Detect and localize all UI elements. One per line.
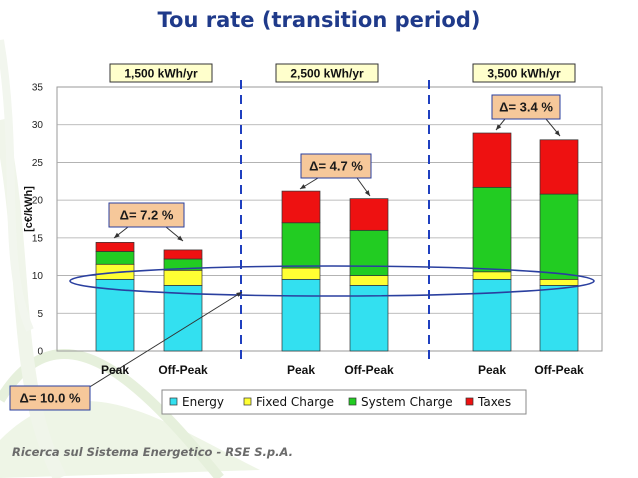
legend-label: Energy bbox=[182, 395, 224, 409]
annotation-arrowhead bbox=[496, 124, 502, 130]
bar-segment-system-charge bbox=[281, 222, 321, 269]
y-tick-label: 10 bbox=[32, 271, 44, 282]
group-label: 2,500 kWh/yr bbox=[290, 67, 364, 81]
delta-annotation: Δ= 7.2 % bbox=[120, 208, 174, 223]
annotation-arrowhead bbox=[177, 235, 183, 241]
bar-segment-energy bbox=[539, 285, 579, 352]
annotation-arrowhead bbox=[364, 190, 370, 196]
x-category-label: Off-Peak bbox=[344, 363, 394, 377]
bar-segment-fixed-charge bbox=[472, 271, 512, 280]
bar-segment-energy bbox=[163, 285, 203, 352]
y-tick-label: 20 bbox=[32, 196, 44, 207]
annotation-arrowhead bbox=[114, 232, 120, 238]
bar-segment-taxes bbox=[539, 139, 579, 195]
energy-highlight-ellipse bbox=[69, 265, 595, 297]
bar-segment-taxes bbox=[281, 190, 321, 224]
y-tick-label: 0 bbox=[37, 347, 43, 358]
delta-annotation-box bbox=[9, 385, 91, 411]
legend-swatch bbox=[243, 397, 252, 406]
group-label-box bbox=[109, 63, 213, 83]
delta-annotation: Δ= 10.0 % bbox=[19, 391, 80, 406]
delta-annotation-box bbox=[108, 202, 185, 228]
legend-swatch bbox=[465, 397, 474, 406]
y-tick-label: 30 bbox=[32, 120, 44, 131]
delta-annotation-box bbox=[491, 94, 561, 120]
legend-label: Taxes bbox=[477, 395, 511, 409]
bar-segment-energy bbox=[95, 278, 135, 352]
bar-segment-energy bbox=[281, 278, 321, 352]
group-label-box bbox=[472, 63, 576, 83]
plot-area bbox=[56, 86, 603, 352]
bar-segment-fixed-charge bbox=[163, 269, 203, 286]
y-tick-label: 35 bbox=[32, 83, 44, 94]
legend bbox=[161, 389, 527, 415]
bar-segment-system-charge bbox=[539, 193, 579, 280]
y-axis-label: [c€/kWh] bbox=[23, 186, 35, 232]
x-category-label: Peak bbox=[287, 363, 315, 377]
x-category-label: Off-Peak bbox=[534, 363, 584, 377]
group-label: 1,500 kWh/yr bbox=[124, 67, 198, 81]
x-category-label: Peak bbox=[478, 363, 506, 377]
annotation-arrowhead bbox=[554, 130, 560, 136]
annotation-arrow bbox=[87, 291, 243, 389]
bar-segment-energy bbox=[472, 278, 512, 352]
y-tick-label: 15 bbox=[32, 233, 44, 244]
group-label-box bbox=[275, 63, 379, 83]
bar-segment-taxes bbox=[163, 249, 203, 260]
annotation-arrowhead bbox=[300, 184, 306, 189]
group-label: 3,500 kWh/yr bbox=[487, 67, 561, 81]
delta-annotation-box bbox=[300, 153, 372, 179]
bar-segment-taxes bbox=[349, 198, 389, 231]
delta-annotation: Δ= 3.4 % bbox=[499, 100, 553, 115]
bar-segment-system-charge bbox=[95, 251, 135, 265]
legend-swatch bbox=[169, 397, 178, 406]
y-tick-label: 25 bbox=[32, 158, 44, 169]
bar-segment-fixed-charge bbox=[349, 275, 389, 286]
bar-segment-system-charge bbox=[472, 186, 512, 273]
bar-segment-fixed-charge bbox=[539, 278, 579, 286]
annotation-arrowhead bbox=[236, 292, 242, 297]
legend-label: Fixed Charge bbox=[256, 395, 334, 409]
legend-label: System Charge bbox=[361, 395, 453, 409]
x-category-label: Off-Peak bbox=[158, 363, 208, 377]
bar-segment-taxes bbox=[95, 242, 135, 252]
y-tick-label: 5 bbox=[37, 309, 43, 320]
legend-swatch bbox=[348, 397, 357, 406]
bar-segment-system-charge bbox=[349, 229, 389, 276]
footer-credit: Ricerca sul Sistema Energetico - RSE S.p… bbox=[12, 445, 293, 459]
delta-annotation: Δ= 4.7 % bbox=[309, 159, 363, 174]
bar-segment-fixed-charge bbox=[281, 267, 321, 280]
page-title: Tou rate (transition period) bbox=[157, 8, 481, 32]
stacked-bar-chart: 0 5 10 15 20 25 30 35 [c€/kWh] Peak Off-Peak Peak Of… bbox=[9, 63, 603, 415]
bar-segment-taxes bbox=[472, 132, 512, 188]
